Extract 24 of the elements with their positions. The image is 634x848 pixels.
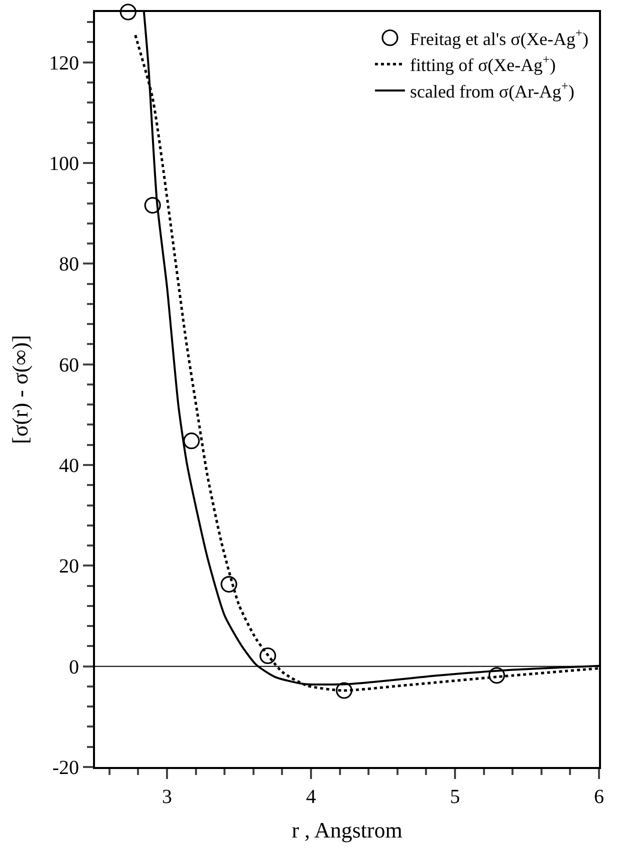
- x-tick-label: 5: [450, 786, 460, 808]
- point: [336, 682, 352, 699]
- y-tick-label: 40: [59, 455, 79, 477]
- legend-label: Freitag et al's σ(Xe-Ag$^{+}$): [410, 26, 588, 49]
- point: [488, 667, 506, 684]
- y-tick-label: 80: [59, 254, 79, 276]
- x-tick-label: 6: [594, 786, 604, 808]
- x-tick-label: 4: [306, 786, 316, 808]
- point: [120, 4, 136, 20]
- x-tick-label: 3: [162, 786, 172, 808]
- y-tick-label: 20: [59, 556, 79, 578]
- y-tick-label: 120: [49, 52, 79, 74]
- point: [220, 576, 238, 593]
- point: [144, 196, 161, 214]
- point: [183, 432, 200, 450]
- y-axis-title: [σ(r) - σ(∞)]: [7, 334, 32, 444]
- point: [260, 647, 276, 664]
- legend-label: fitting of σ(Xe-Ag$^{+}$): [410, 52, 556, 76]
- legend-label: scaled from σ(Ar-Ag$^{+}$): [410, 79, 574, 102]
- y-tick-label: -20: [52, 757, 79, 779]
- y-tick-label: 100: [49, 153, 79, 175]
- x-axis-title: r , Angstrom: [292, 817, 402, 842]
- y-tick-label: 60: [59, 354, 79, 376]
- y-tick-label: 0: [69, 656, 79, 678]
